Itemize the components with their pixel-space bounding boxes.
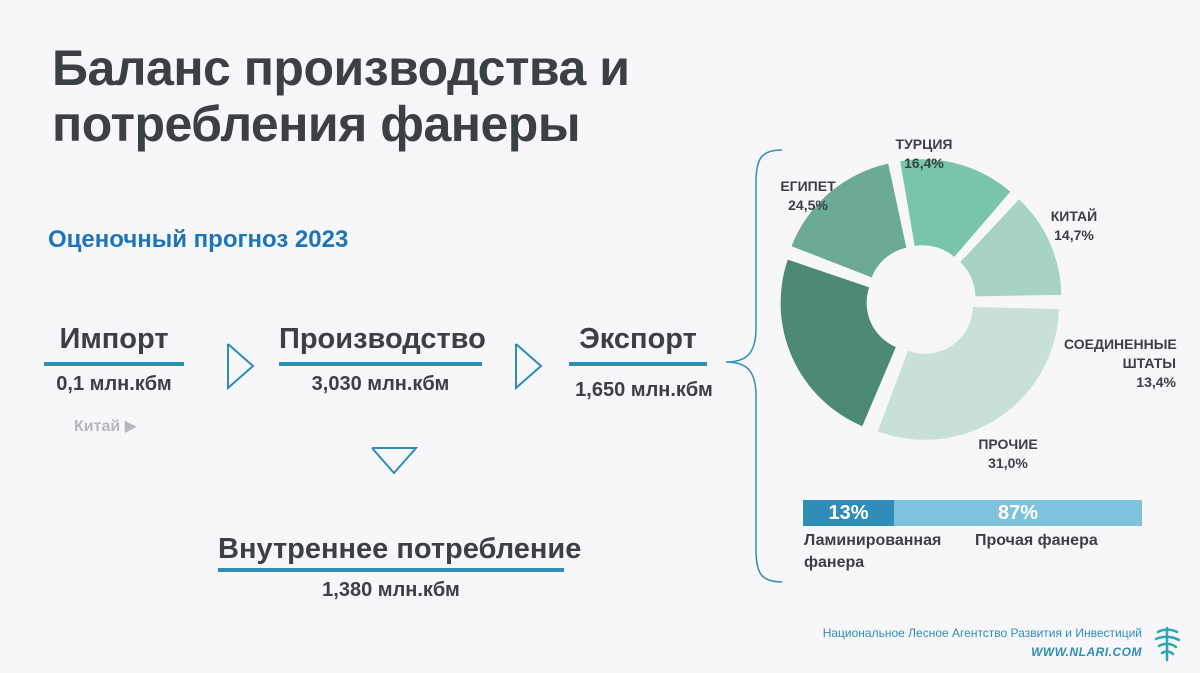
slice-value-china: 14,7% xyxy=(1054,227,1094,243)
donut-slice-egypt xyxy=(780,259,896,427)
laminated-share-bar: 13% xyxy=(803,500,894,526)
page-title: Баланс производства и потребления фанеры xyxy=(52,40,630,152)
chevron-right-icon xyxy=(515,343,543,390)
export-underline xyxy=(569,362,707,366)
plywood-type-split-bar: 13% 87% xyxy=(803,500,1142,526)
import-source-note: Китай ▶ xyxy=(74,418,137,435)
slice-label-egypt: ЕГИПЕТ 24,5% xyxy=(772,177,844,215)
slice-label-other: ПРОЧИЕ 31,0% xyxy=(968,435,1048,473)
slice-name-other: ПРОЧИЕ xyxy=(978,436,1038,452)
production-label: Производство xyxy=(279,323,486,355)
slice-label-usa: СОЕДИНЕННЫЕ ШТАТЫ 13,4% xyxy=(1064,335,1177,392)
slice-value-other: 31,0% xyxy=(988,455,1028,471)
slice-value-usa: 13,4% xyxy=(1136,374,1176,390)
curly-brace-icon xyxy=(725,149,783,583)
slice-value-turkey: 16,4% xyxy=(904,155,944,171)
domestic-underline xyxy=(218,568,564,572)
export-destinations-donut xyxy=(780,159,1062,440)
import-value: 0,1 млн.кбм xyxy=(56,373,172,395)
laminated-label: Ламинированная фанера xyxy=(804,530,941,574)
donut-slice-other xyxy=(877,306,1059,440)
laminated-label-line-1: Ламинированная xyxy=(804,532,942,549)
domestic-label: Внутреннее потребление xyxy=(218,533,582,565)
slice-name-usa-2: ШТАТЫ xyxy=(1122,355,1176,371)
slice-name-egypt: ЕГИПЕТ xyxy=(780,178,836,194)
slice-name-usa-1: СОЕДИНЕННЫЕ xyxy=(1064,336,1177,352)
chevron-down-icon xyxy=(371,447,418,475)
slice-value-egypt: 24,5% xyxy=(788,197,828,213)
tree-logo-icon xyxy=(1154,626,1181,662)
footer-website-link[interactable]: WWW.NLARI.COM xyxy=(1031,645,1142,659)
forecast-subtitle: Оценочный прогноз 2023 xyxy=(48,226,349,253)
import-label: Импорт xyxy=(59,323,169,355)
donut-slice-usa xyxy=(960,199,1062,297)
laminated-label-line-2: фанера xyxy=(804,554,865,571)
slice-name-china: КИТАЙ xyxy=(1050,208,1098,224)
slice-name-turkey: ТУРЦИЯ xyxy=(895,136,953,152)
donut-slice-turkey xyxy=(791,163,907,278)
donut-slice-china xyxy=(900,159,1011,257)
chevron-right-icon xyxy=(227,343,255,390)
production-underline xyxy=(279,362,482,366)
production-value: 3,030 млн.кбм xyxy=(311,373,450,395)
other-share-bar: 87% xyxy=(894,500,1142,526)
footer-organization: Национальное Лесное Агентство Развития и… xyxy=(822,626,1142,640)
export-value: 1,650 млн.кбм xyxy=(575,379,713,401)
export-label: Экспорт xyxy=(579,323,697,355)
other-plywood-label: Прочая фанера xyxy=(975,532,1098,549)
import-underline xyxy=(44,362,184,366)
slice-label-turkey: ТУРЦИЯ 16,4% xyxy=(884,135,964,173)
domestic-value: 1,380 млн.кбм xyxy=(322,579,460,601)
slice-label-china: КИТАЙ 14,7% xyxy=(1038,207,1110,245)
